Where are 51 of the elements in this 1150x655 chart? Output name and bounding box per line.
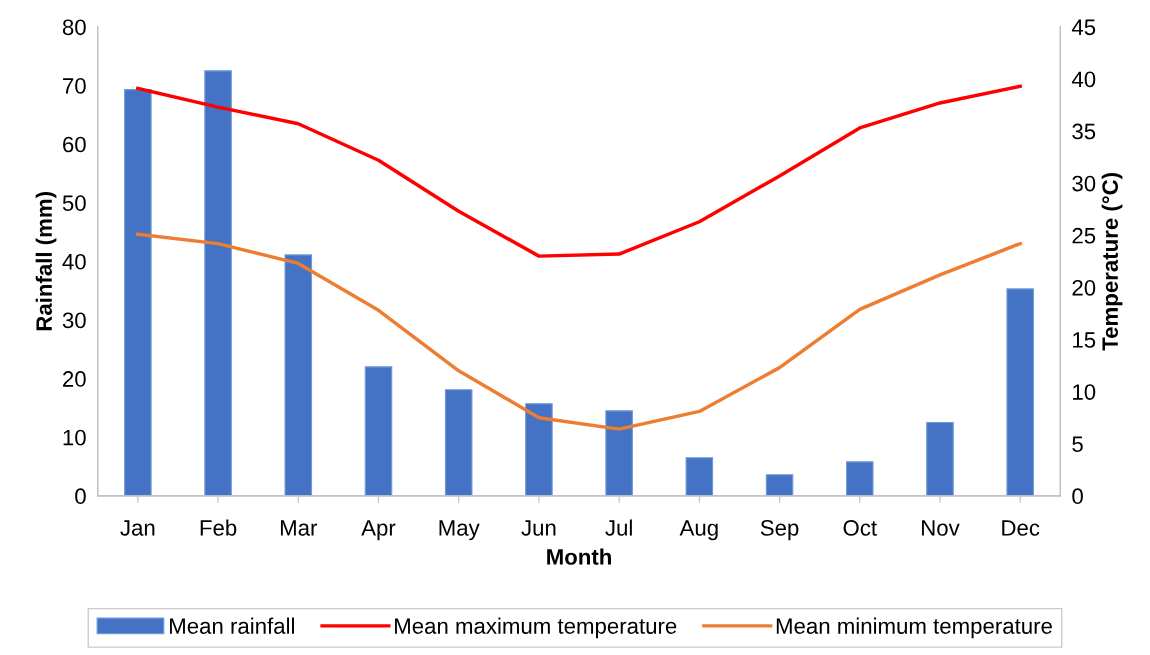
x-axis-title: Month [547,548,611,565]
y-tick-label: 60 [63,136,86,153]
y2-tick-label: 10 [1073,384,1096,400]
x-tick-label: Jul [605,519,632,536]
y2-tick-label: 25 [1072,227,1096,244]
y-tick-label: 80 [62,19,86,36]
x-tick-label: Feb [200,519,237,536]
bar [1006,288,1034,496]
y2-axis-title: Temperature (°C) [1101,173,1123,351]
y2-tick-label: 35 [1072,123,1096,140]
x-tick-label: Dec [1002,520,1040,536]
x-tick-label: May [439,520,480,541]
x-tick-label: Jun [521,520,556,536]
y2-tick-label: 40 [1071,71,1096,88]
x-tick-label: Nov [922,520,960,536]
x-tick-label: Oct [843,520,877,536]
x-tick-label: Sep [760,520,799,541]
y2-tick-label: 5 [1072,436,1083,452]
y-tick-label: 0 [75,488,86,505]
y-axis-title: Rainfall (mm) [35,192,57,331]
bar [364,366,393,496]
y-tick-label: 50 [62,195,86,211]
bar [926,422,954,496]
bar [284,254,313,496]
line-series [136,232,1022,431]
x-tick-label: Aug [679,520,718,541]
y-tick-label: 40 [62,253,86,270]
y2-tick-label: 30 [1072,175,1096,192]
y-tick-label: 20 [63,371,86,387]
bar [685,457,714,496]
bar [845,461,874,496]
y2-tick-label: 0 [1072,488,1083,505]
legend-label: Mean minimum temperature [776,617,1052,639]
legend-label: Mean maximum temperature [395,617,677,639]
bar [765,474,794,496]
y-tick-label: 70 [63,78,86,94]
x-tick-label: Jan [120,520,155,536]
bar [444,389,473,496]
legend-label: Mean rainfall [170,617,294,634]
line-series [136,84,1022,258]
y-tick-label: 10 [63,429,86,446]
bar [204,70,232,496]
bar [605,410,633,496]
y2-tick-label: 15 [1073,332,1096,348]
bar [124,89,152,496]
y-tick-label: 30 [62,312,86,329]
bar [525,403,553,496]
x-tick-label: Apr [361,520,396,541]
y2-tick-label: 45 [1071,19,1096,36]
y2-tick-label: 20 [1072,279,1096,296]
x-tick-label: Mar [280,520,318,536]
